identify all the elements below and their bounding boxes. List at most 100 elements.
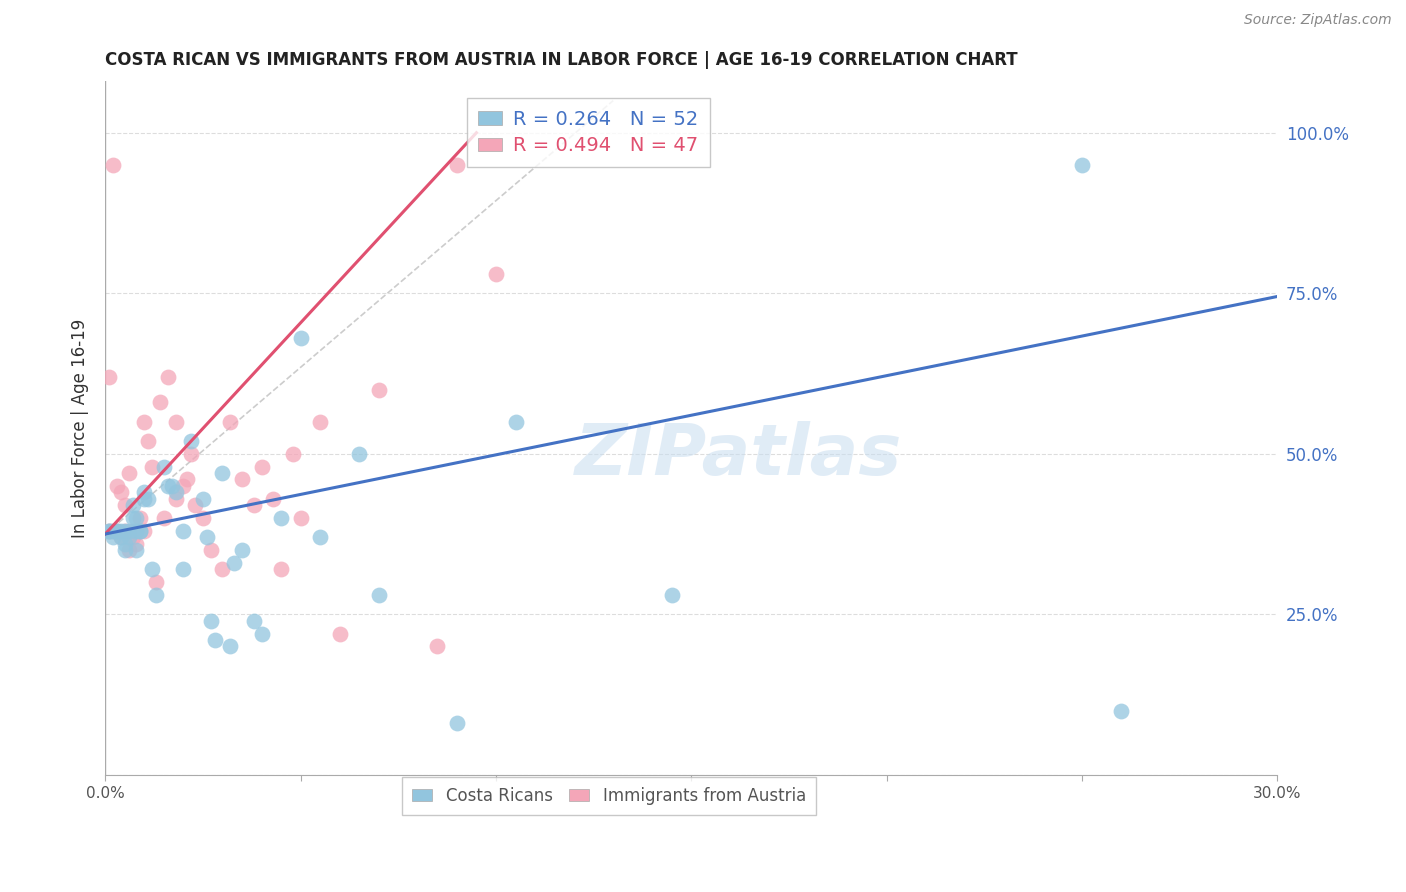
Point (200, 614, 222, 628)
Point (105, 479, 128, 493)
Point (172, 524, 194, 538)
Point (309, 530, 332, 544)
Point (134, 415, 156, 429)
Point (121, 530, 143, 544)
Point (134, 485, 156, 500)
Point (485, 267, 508, 281)
Legend: Costa Ricans, Immigrants from Austria: Costa Ricans, Immigrants from Austria (402, 777, 815, 815)
Point (165, 491, 187, 506)
Point (224, 556, 246, 570)
Point (153, 459, 176, 474)
Point (118, 466, 141, 480)
Point (250, 626, 273, 640)
Y-axis label: In Labor Force | Age 16-19: In Labor Force | Age 16-19 (72, 318, 89, 538)
Point (172, 479, 194, 493)
Point (184, 498, 207, 512)
Point (98, 524, 121, 538)
Point (101, 524, 124, 538)
Point (125, 536, 148, 550)
Point (180, 434, 202, 448)
Point (98, 524, 121, 538)
Point (200, 543, 222, 558)
Point (367, 383, 389, 397)
Point (195, 530, 218, 544)
Point (250, 459, 273, 474)
Point (125, 511, 148, 525)
Point (219, 640, 242, 654)
Point (270, 511, 292, 525)
Point (165, 415, 187, 429)
Point (290, 511, 312, 525)
Point (211, 466, 233, 480)
Point (172, 562, 194, 576)
Point (136, 434, 159, 448)
Point (149, 395, 172, 409)
Point (129, 524, 152, 538)
Point (105, 524, 128, 538)
Point (101, 524, 124, 538)
Point (180, 447, 202, 461)
Point (661, 588, 683, 602)
Point (105, 524, 128, 538)
Point (426, 640, 449, 654)
Point (125, 524, 148, 538)
Point (129, 524, 152, 538)
Point (114, 536, 136, 550)
Point (231, 472, 253, 486)
Point (141, 562, 163, 576)
Point (105, 524, 128, 538)
Point (290, 331, 312, 345)
Point (114, 524, 136, 538)
Point (134, 491, 156, 506)
Point (211, 562, 233, 576)
Point (231, 543, 253, 558)
Point (114, 543, 136, 558)
Point (145, 575, 167, 590)
Point (262, 491, 284, 506)
Point (156, 369, 179, 384)
Point (446, 158, 468, 172)
Point (110, 524, 132, 538)
Point (129, 511, 152, 525)
Point (347, 447, 370, 461)
Point (242, 498, 264, 512)
Point (1071, 158, 1094, 172)
Text: ZIPatlas: ZIPatlas (575, 421, 901, 491)
Point (141, 459, 163, 474)
Point (134, 524, 156, 538)
Point (1109, 704, 1132, 718)
Point (125, 543, 148, 558)
Point (242, 614, 264, 628)
Text: Source: ZipAtlas.com: Source: ZipAtlas.com (1244, 13, 1392, 28)
Point (156, 479, 179, 493)
Point (191, 491, 214, 506)
Point (121, 498, 143, 512)
Point (110, 530, 132, 544)
Point (114, 498, 136, 512)
Point (136, 491, 159, 506)
Point (118, 530, 141, 544)
Point (329, 626, 352, 640)
Point (110, 485, 132, 500)
Point (165, 485, 187, 500)
Point (98, 369, 121, 384)
Point (121, 511, 143, 525)
Point (270, 562, 292, 576)
Point (281, 447, 304, 461)
Point (191, 511, 214, 525)
Point (121, 524, 143, 538)
Point (114, 524, 136, 538)
Point (153, 511, 176, 525)
Point (110, 530, 132, 544)
Point (219, 415, 242, 429)
Point (505, 415, 527, 429)
Point (101, 530, 124, 544)
Point (118, 543, 141, 558)
Text: COSTA RICAN VS IMMIGRANTS FROM AUSTRIA IN LABOR FORCE | AGE 16-19 CORRELATION CH: COSTA RICAN VS IMMIGRANTS FROM AUSTRIA I… (105, 51, 1018, 69)
Point (160, 479, 183, 493)
Point (145, 588, 167, 602)
Point (118, 524, 141, 538)
Point (98, 524, 121, 538)
Point (446, 716, 468, 731)
Point (101, 158, 124, 172)
